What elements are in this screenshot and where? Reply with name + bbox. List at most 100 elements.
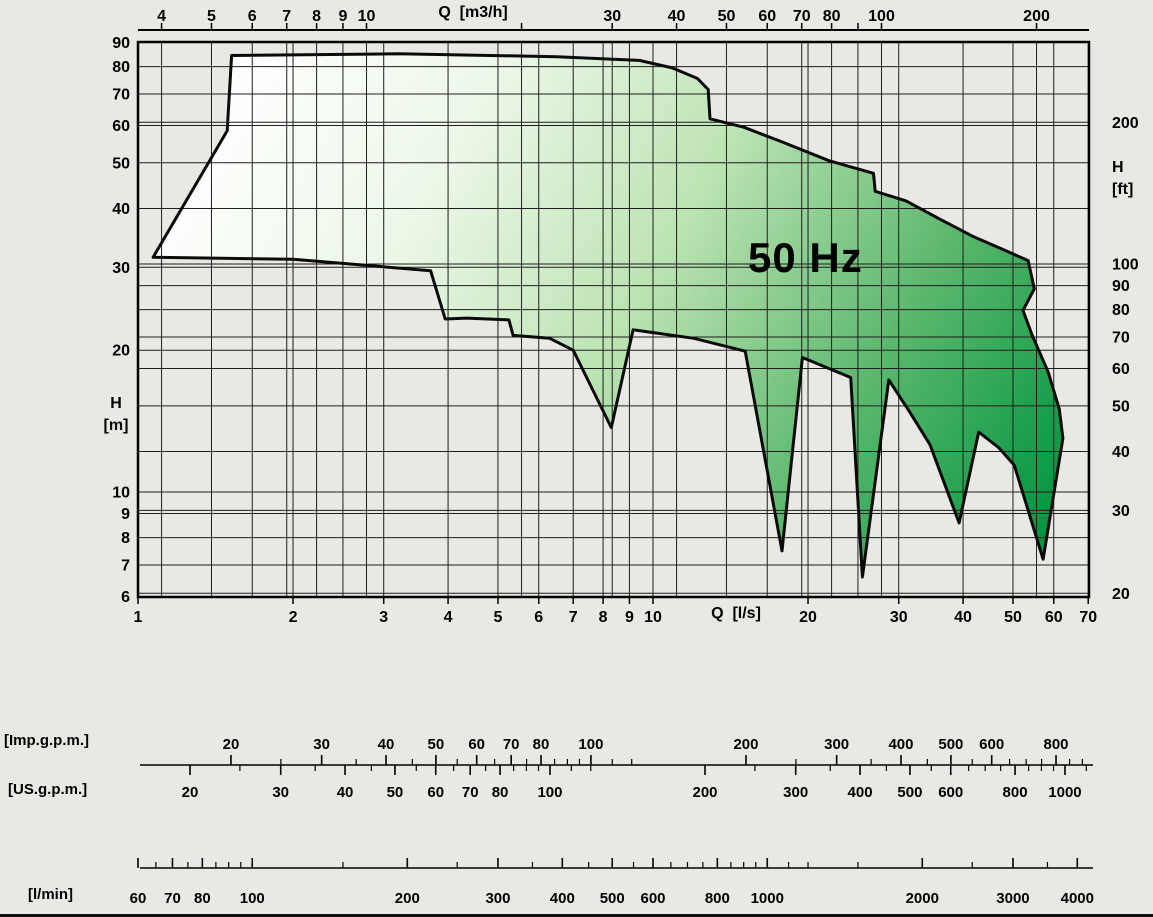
ruler-label-l-min: [l/min] bbox=[28, 886, 73, 903]
svg-text:60: 60 bbox=[130, 890, 147, 907]
svg-text:800: 800 bbox=[1003, 784, 1028, 801]
svg-text:70: 70 bbox=[462, 784, 479, 801]
svg-text:90: 90 bbox=[112, 35, 130, 52]
svg-text:7: 7 bbox=[282, 8, 291, 25]
svg-text:30: 30 bbox=[272, 784, 289, 801]
left-axis-unit-line1: H bbox=[110, 395, 122, 412]
bottom-axis-unit-label: Q [l/s] bbox=[711, 605, 761, 622]
svg-text:10: 10 bbox=[112, 485, 130, 502]
ruler-label-imp-gpm: [Imp.g.p.m.] bbox=[4, 732, 89, 749]
svg-text:20: 20 bbox=[182, 784, 199, 801]
svg-text:30: 30 bbox=[1112, 503, 1130, 520]
frequency-annotation: 50 Hz bbox=[748, 234, 863, 281]
svg-text:4: 4 bbox=[444, 609, 453, 626]
svg-text:300: 300 bbox=[824, 736, 849, 753]
svg-text:80: 80 bbox=[194, 890, 211, 907]
svg-text:200: 200 bbox=[733, 736, 758, 753]
svg-text:200: 200 bbox=[1112, 115, 1139, 132]
svg-text:400: 400 bbox=[888, 736, 913, 753]
svg-text:1000: 1000 bbox=[1048, 784, 1081, 801]
svg-text:3: 3 bbox=[379, 609, 388, 626]
svg-text:30: 30 bbox=[112, 260, 130, 277]
svg-text:20: 20 bbox=[1112, 586, 1130, 603]
ruler-label-us-gpm: [US.g.p.m.] bbox=[8, 781, 88, 798]
right-axis-unit-line2: [ft] bbox=[1112, 181, 1134, 198]
svg-text:20: 20 bbox=[223, 736, 240, 753]
svg-text:500: 500 bbox=[600, 890, 625, 907]
svg-text:10: 10 bbox=[644, 609, 662, 626]
svg-text:60: 60 bbox=[427, 784, 444, 801]
svg-text:5: 5 bbox=[494, 609, 503, 626]
svg-text:100: 100 bbox=[1112, 257, 1139, 274]
svg-text:30: 30 bbox=[313, 736, 330, 753]
svg-text:50: 50 bbox=[1004, 609, 1022, 626]
svg-text:50: 50 bbox=[112, 155, 130, 172]
svg-text:40: 40 bbox=[1112, 444, 1130, 461]
svg-text:200: 200 bbox=[395, 890, 420, 907]
svg-text:2: 2 bbox=[289, 609, 298, 626]
svg-text:8: 8 bbox=[599, 609, 608, 626]
svg-text:100: 100 bbox=[537, 784, 562, 801]
svg-text:4000: 4000 bbox=[1061, 890, 1094, 907]
svg-text:600: 600 bbox=[938, 784, 963, 801]
svg-text:50: 50 bbox=[718, 8, 736, 25]
svg-text:300: 300 bbox=[485, 890, 510, 907]
svg-text:6: 6 bbox=[248, 8, 257, 25]
svg-text:6: 6 bbox=[121, 589, 130, 606]
svg-text:70: 70 bbox=[503, 736, 520, 753]
svg-text:80: 80 bbox=[492, 784, 509, 801]
svg-text:7: 7 bbox=[569, 609, 578, 626]
svg-text:200: 200 bbox=[692, 784, 717, 801]
svg-text:70: 70 bbox=[164, 890, 181, 907]
svg-text:30: 30 bbox=[603, 8, 621, 25]
right-axis-unit-label: H [ft] bbox=[1112, 157, 1153, 201]
svg-text:5: 5 bbox=[207, 8, 216, 25]
svg-text:800: 800 bbox=[705, 890, 730, 907]
svg-text:400: 400 bbox=[550, 890, 575, 907]
svg-text:60: 60 bbox=[1112, 361, 1130, 378]
svg-text:9: 9 bbox=[625, 609, 634, 626]
svg-text:800: 800 bbox=[1044, 736, 1069, 753]
svg-text:4: 4 bbox=[157, 8, 166, 25]
svg-text:100: 100 bbox=[578, 736, 603, 753]
svg-text:3000: 3000 bbox=[996, 890, 1029, 907]
svg-text:600: 600 bbox=[640, 890, 665, 907]
svg-text:20: 20 bbox=[112, 343, 130, 360]
svg-text:80: 80 bbox=[533, 736, 550, 753]
right-axis-unit-line1: H bbox=[1112, 159, 1124, 176]
svg-text:2000: 2000 bbox=[906, 890, 939, 907]
svg-text:60: 60 bbox=[758, 8, 776, 25]
svg-text:40: 40 bbox=[337, 784, 354, 801]
svg-text:60: 60 bbox=[112, 118, 130, 135]
svg-text:70: 70 bbox=[1079, 609, 1097, 626]
svg-text:20: 20 bbox=[799, 609, 817, 626]
svg-text:40: 40 bbox=[112, 201, 130, 218]
svg-text:70: 70 bbox=[793, 8, 811, 25]
svg-text:8: 8 bbox=[312, 8, 321, 25]
svg-text:80: 80 bbox=[823, 8, 841, 25]
svg-text:8: 8 bbox=[121, 530, 130, 547]
svg-text:50: 50 bbox=[1112, 398, 1130, 415]
left-axis-unit-label: H [m] bbox=[94, 393, 138, 437]
svg-text:9: 9 bbox=[338, 8, 347, 25]
svg-text:300: 300 bbox=[783, 784, 808, 801]
svg-text:40: 40 bbox=[954, 609, 972, 626]
svg-text:500: 500 bbox=[897, 784, 922, 801]
svg-text:10: 10 bbox=[358, 8, 376, 25]
svg-text:200: 200 bbox=[1023, 8, 1050, 25]
svg-text:6: 6 bbox=[534, 609, 543, 626]
svg-text:90: 90 bbox=[1112, 278, 1130, 295]
left-axis-unit-line2: [m] bbox=[103, 417, 129, 434]
svg-text:400: 400 bbox=[848, 784, 873, 801]
svg-text:1: 1 bbox=[134, 609, 143, 626]
svg-text:30: 30 bbox=[890, 609, 908, 626]
svg-text:80: 80 bbox=[1112, 302, 1130, 319]
svg-text:70: 70 bbox=[1112, 329, 1130, 346]
svg-text:50: 50 bbox=[387, 784, 404, 801]
svg-text:60: 60 bbox=[1045, 609, 1063, 626]
svg-text:50: 50 bbox=[428, 736, 445, 753]
svg-text:40: 40 bbox=[668, 8, 686, 25]
svg-text:7: 7 bbox=[121, 557, 130, 574]
svg-text:70: 70 bbox=[112, 86, 130, 103]
